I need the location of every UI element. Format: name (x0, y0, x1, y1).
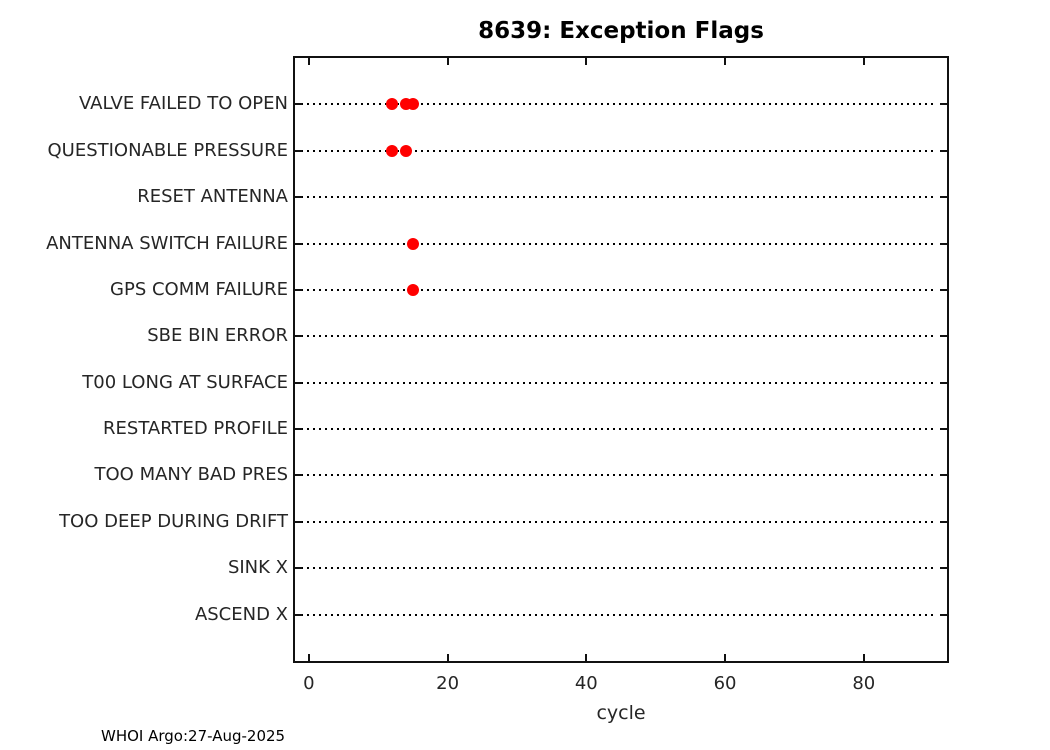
category-dotted-line (295, 242, 937, 245)
category-dotted-line (295, 567, 937, 570)
y-axis-tick-right (940, 520, 947, 523)
y-axis-tick-right (940, 613, 947, 616)
y-axis-tick-left (295, 335, 302, 338)
plot-area (293, 56, 949, 663)
x-axis-tick-bottom (585, 654, 588, 661)
x-axis-tick-top (724, 58, 727, 65)
data-point-marker (406, 283, 419, 296)
y-axis-category-label: QUESTIONABLE PRESSURE (47, 139, 288, 161)
category-dotted-line (295, 149, 937, 152)
y-axis-category-label: RESET ANTENNA (137, 186, 288, 208)
data-point-marker (406, 237, 419, 250)
y-axis-category-label: SINK X (227, 557, 288, 579)
y-axis-tick-right (940, 335, 947, 338)
y-axis-tick-left (295, 613, 302, 616)
x-axis-tick-label: 40 (574, 673, 598, 694)
x-axis-tick-top (585, 58, 588, 65)
category-dotted-line (295, 288, 937, 291)
category-dotted-line (295, 381, 937, 384)
data-point-marker (406, 98, 419, 111)
y-axis-tick-right (940, 474, 947, 477)
y-axis-category-label: GPS COMM FAILURE (110, 278, 288, 300)
x-axis-tick-label: 0 (303, 673, 315, 694)
y-axis-tick-right (940, 288, 947, 291)
x-axis-tick-bottom (724, 654, 727, 661)
y-axis-tick-right (940, 103, 947, 106)
data-point-marker (399, 144, 412, 157)
category-dotted-line (295, 196, 937, 199)
y-axis-tick-right (940, 381, 947, 384)
y-axis-category-label: TOO MANY BAD PRES (94, 464, 288, 486)
y-axis-category-label: VALVE FAILED TO OPEN (79, 93, 288, 115)
category-dotted-line (295, 613, 937, 616)
x-axis-tick-bottom (307, 654, 310, 661)
y-axis-tick-left (295, 103, 302, 106)
y-axis-tick-left (295, 149, 302, 152)
y-axis-tick-right (940, 196, 947, 199)
y-axis-category-label: T00 LONG AT SURFACE (82, 371, 288, 393)
category-dotted-line (295, 428, 937, 431)
y-axis-category-label: ASCEND X (194, 603, 288, 625)
x-axis-tick-top (446, 58, 449, 65)
category-dotted-line (295, 335, 937, 338)
y-axis-tick-left (295, 381, 302, 384)
x-axis-tick-top (307, 58, 310, 65)
x-axis-tick-label: 20 (436, 673, 460, 694)
y-axis-tick-left (295, 288, 302, 291)
x-axis-label: cycle (596, 702, 646, 724)
y-axis-category-label: TOO DEEP DURING DRIFT (59, 510, 288, 532)
data-point-marker (386, 98, 399, 111)
y-axis-tick-left (295, 242, 302, 245)
x-axis-tick-bottom (862, 654, 865, 661)
y-axis-category-label: RESTARTED PROFILE (103, 418, 288, 440)
y-axis-category-label: ANTENNA SWITCH FAILURE (46, 232, 288, 254)
y-axis-tick-left (295, 474, 302, 477)
y-axis-tick-right (940, 149, 947, 152)
y-axis-tick-right (940, 242, 947, 245)
x-axis-tick-bottom (446, 654, 449, 661)
y-axis-tick-right (940, 567, 947, 570)
x-axis-tick-top (862, 58, 865, 65)
watermark-text: WHOI Argo:27-Aug-2025 (101, 727, 286, 745)
y-axis-tick-right (940, 428, 947, 431)
x-axis-tick-label: 60 (713, 673, 737, 694)
category-dotted-line (295, 520, 937, 523)
y-axis-tick-left (295, 196, 302, 199)
y-axis-tick-left (295, 428, 302, 431)
x-axis-tick-label: 80 (852, 673, 876, 694)
y-axis-category-label: SBE BIN ERROR (147, 325, 288, 347)
chart-title: 8639: Exception Flags (478, 18, 764, 44)
category-dotted-line (295, 474, 937, 477)
y-axis-tick-left (295, 567, 302, 570)
data-point-marker (386, 144, 399, 157)
category-dotted-line (295, 103, 937, 106)
y-axis-tick-left (295, 520, 302, 523)
